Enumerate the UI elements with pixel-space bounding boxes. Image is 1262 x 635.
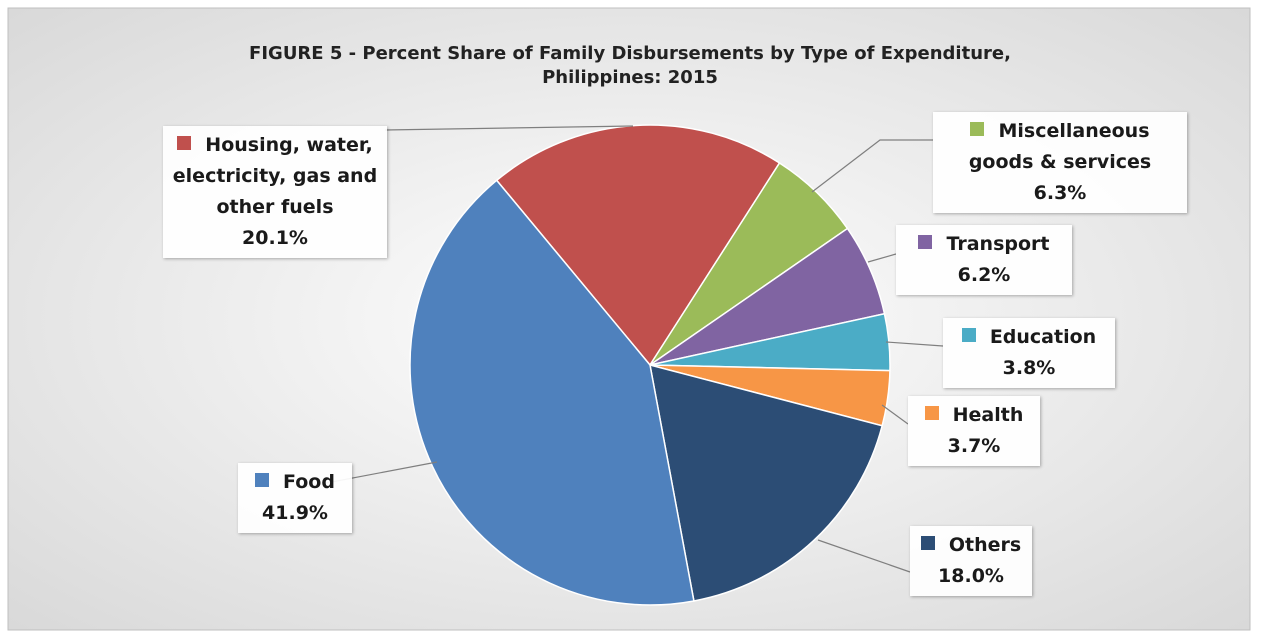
category-label: Food xyxy=(283,471,335,493)
leader-line xyxy=(885,341,944,347)
value-label: 20.1% xyxy=(242,227,308,249)
category-label: Transport xyxy=(946,233,1050,255)
chart-title: FIGURE 5 - Percent Share of Family Disbu… xyxy=(249,43,1011,88)
category-label: Miscellaneous goods & services xyxy=(968,120,1152,173)
legend-swatch xyxy=(924,406,939,420)
legend-swatch xyxy=(255,473,270,487)
leader-line xyxy=(867,253,897,263)
data-label: Health 3.7% xyxy=(908,396,1040,466)
leader-line xyxy=(384,125,634,131)
data-label: Housing, water, electricity, gas and oth… xyxy=(163,126,387,258)
value-label: 6.2% xyxy=(957,264,1011,286)
pie-slice xyxy=(649,363,884,602)
value-label: 6.3% xyxy=(1033,182,1087,204)
pie-slice xyxy=(409,179,695,606)
category-label: Housing, water, electricity, gas and oth… xyxy=(172,134,378,218)
category-label: Others xyxy=(948,534,1022,556)
category-label: Health xyxy=(952,404,1024,426)
value-label: 18.0% xyxy=(938,565,1004,587)
legend-swatch xyxy=(918,235,933,249)
legend-swatch xyxy=(970,122,985,136)
category-label: Education xyxy=(989,326,1097,348)
data-label: Transport 6.2% xyxy=(896,225,1072,295)
legend-swatch xyxy=(920,536,935,550)
value-label: 41.9% xyxy=(262,502,328,524)
data-label: Others 18.0% xyxy=(910,526,1032,596)
pie-slice xyxy=(495,124,781,367)
data-label: Miscellaneous goods & services 6.3% xyxy=(933,112,1187,213)
leader-line xyxy=(811,139,933,193)
leader-line xyxy=(881,404,909,425)
legend-swatch xyxy=(177,136,192,150)
data-label: Education 3.8% xyxy=(943,318,1115,388)
data-label: Food 41.9% xyxy=(238,463,352,533)
value-label: 3.7% xyxy=(947,435,1001,457)
legend-swatch xyxy=(961,328,976,342)
leader-line xyxy=(817,539,911,573)
value-label: 3.8% xyxy=(1002,357,1056,379)
